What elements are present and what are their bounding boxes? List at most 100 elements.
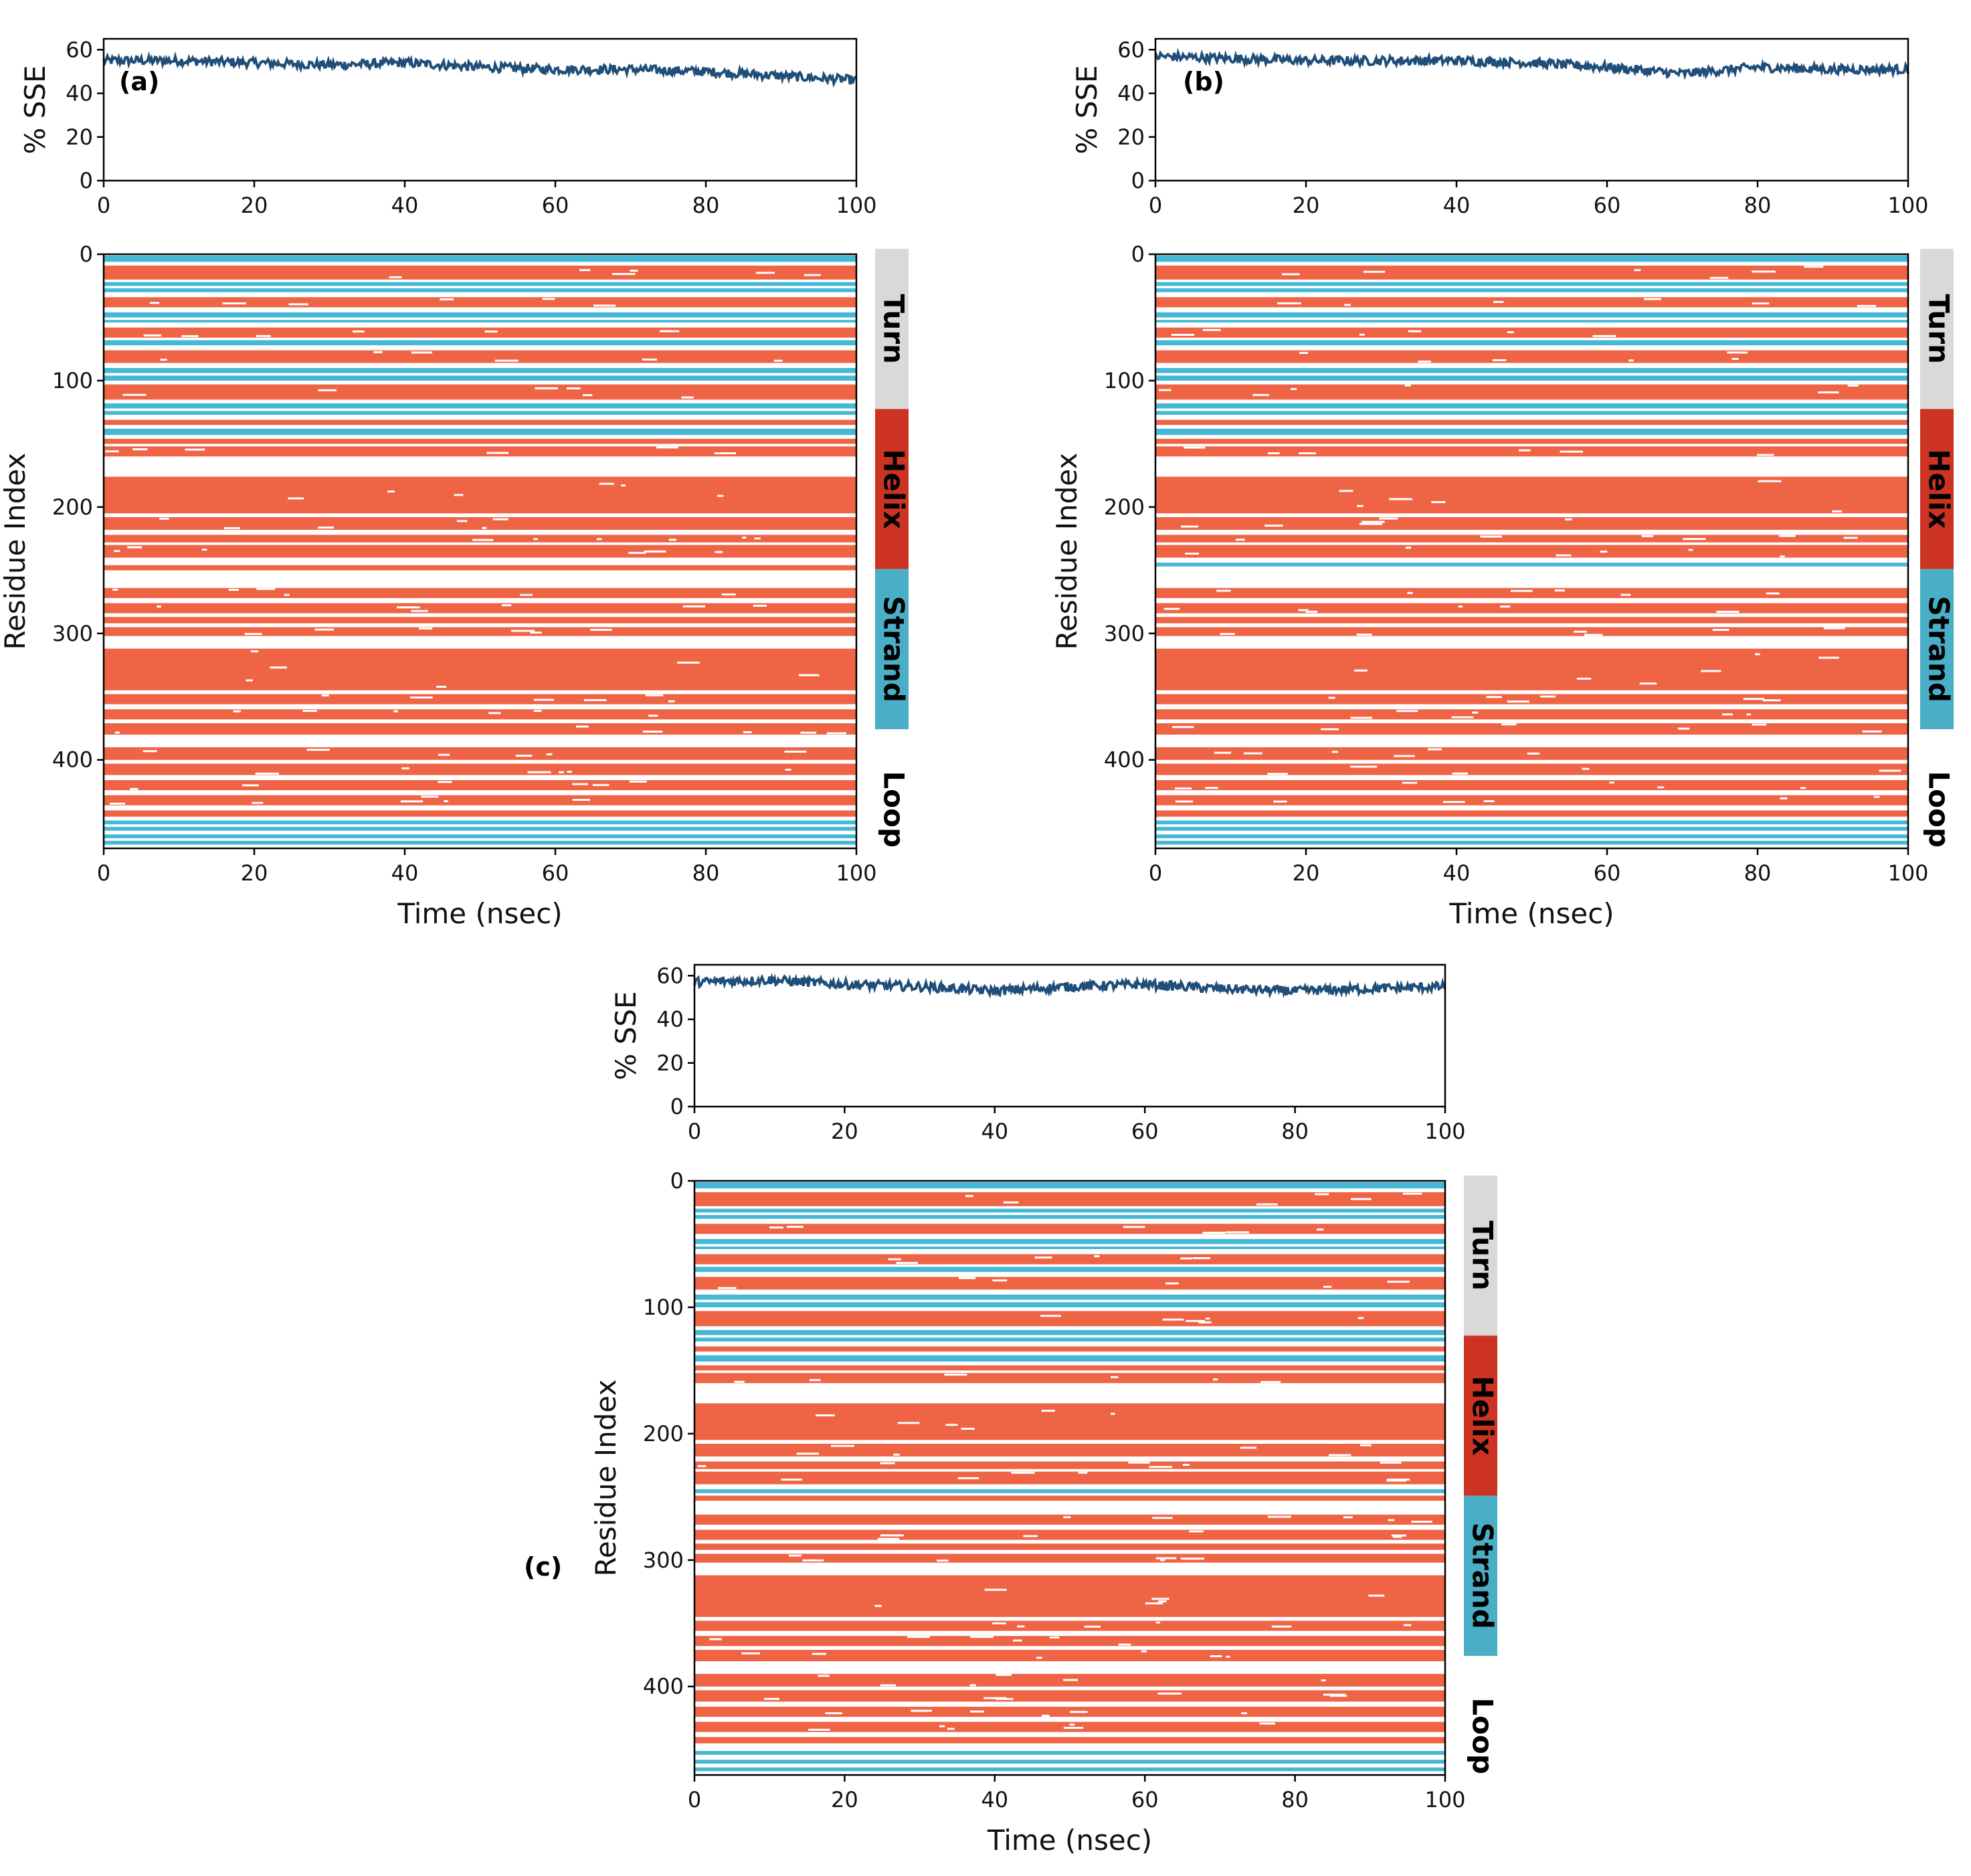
heatmap-gap xyxy=(1407,591,1413,594)
heatmap-gap xyxy=(798,674,820,676)
heatmap-gap xyxy=(1731,358,1739,360)
heatmap-gap xyxy=(630,270,638,272)
heatmap-gap xyxy=(1070,1711,1088,1713)
heatmap-gap xyxy=(1155,1557,1177,1560)
heatmap-gap xyxy=(1418,360,1431,363)
heatmap-band-helix xyxy=(104,476,856,514)
heatmap-gap xyxy=(1321,1679,1326,1682)
heatmap-gap xyxy=(715,551,723,553)
heatmap-gap xyxy=(411,351,432,354)
heatmap-gap xyxy=(992,1279,1008,1282)
heatmap-band-helix xyxy=(1155,709,1908,720)
heatmap-gap xyxy=(1118,1643,1131,1646)
sse-x-tick-label: 40 xyxy=(391,193,419,218)
heatmap-gap xyxy=(1600,551,1608,553)
heatmap-gap xyxy=(1182,1464,1190,1466)
sse-y-tick-label: 40 xyxy=(656,1007,684,1032)
heatmap-gap xyxy=(1818,391,1839,393)
heatmap-gap xyxy=(393,710,398,713)
heatmap-x-tick-label: 20 xyxy=(1293,860,1320,886)
heatmap-gap xyxy=(1554,589,1565,592)
heatmap-gap xyxy=(1404,1624,1412,1626)
heatmap-band-helix xyxy=(104,617,856,624)
heatmap-gap xyxy=(572,783,588,785)
heatmap-band-helix xyxy=(694,1346,1445,1352)
heatmap-gap xyxy=(1752,723,1766,726)
heatmap-gap xyxy=(784,751,807,753)
heatmap-gap xyxy=(1701,670,1721,672)
heatmap-band-helix xyxy=(104,266,856,280)
heatmap-gap xyxy=(743,731,752,733)
heatmap-gap xyxy=(1344,304,1351,306)
heatmap-band-helix xyxy=(1155,627,1908,636)
heatmap-gap xyxy=(122,393,147,396)
heatmap-gap xyxy=(501,604,512,607)
heatmap-gap xyxy=(1158,389,1171,391)
heatmap-gap xyxy=(697,1465,707,1467)
heatmap-gap xyxy=(1267,773,1288,775)
heatmap-y-tick-label: 300 xyxy=(1104,621,1145,646)
heatmap-band-strand xyxy=(104,368,856,373)
heatmap-band-helix xyxy=(1155,266,1908,280)
heatmap-x-tick-label: 40 xyxy=(981,1787,1008,1812)
heatmap-gap xyxy=(579,269,591,272)
heatmap-band-strand xyxy=(694,1751,1445,1755)
heatmap-gap xyxy=(897,1422,920,1424)
heatmap-band-helix xyxy=(1155,780,1908,791)
heatmap-gap xyxy=(454,494,464,496)
heatmap-band-helix xyxy=(694,1543,1445,1550)
sse-y-axis-label: % SSE xyxy=(1070,65,1103,154)
heatmap-gap xyxy=(1271,1625,1292,1628)
heatmap-gap xyxy=(1323,1285,1332,1288)
heatmap-y-axis-label: Residue Index xyxy=(589,1380,622,1577)
heatmap-gap xyxy=(244,633,262,636)
heatmap-gap xyxy=(831,1444,854,1447)
heatmap-gap xyxy=(800,731,817,734)
heatmap-gap xyxy=(306,749,330,751)
heatmap-gap xyxy=(1252,393,1269,396)
heatmap-x-tick-label: 80 xyxy=(1744,860,1772,886)
heatmap-gap xyxy=(992,1622,1006,1624)
heatmap-band-helix xyxy=(104,810,856,817)
heatmap-band-strand xyxy=(1155,826,1908,831)
heatmap-gap xyxy=(1804,266,1824,268)
heatmap-gap xyxy=(567,771,572,773)
heatmap-gap xyxy=(957,1477,979,1479)
heatmap-gap xyxy=(1205,1317,1210,1320)
heatmap-gap xyxy=(984,1588,1007,1591)
heatmap-y-tick-label: 400 xyxy=(643,1674,684,1699)
heatmap-band-strand xyxy=(1155,288,1908,292)
heatmap-gap xyxy=(472,539,494,541)
sse-x-tick-label: 100 xyxy=(1424,1119,1465,1144)
heatmap-gap xyxy=(1329,1695,1347,1697)
heatmap-gap xyxy=(709,1638,723,1640)
legend-swatch-strand xyxy=(875,569,909,729)
heatmap-gap xyxy=(456,520,468,523)
heatmap-gap xyxy=(444,800,448,802)
sse-x-tick-label: 40 xyxy=(1443,193,1471,218)
heatmap-band-helix xyxy=(104,535,856,543)
heatmap-band-helix xyxy=(1155,384,1908,400)
heatmap-gap xyxy=(1185,553,1199,555)
heatmap-gap xyxy=(896,1262,918,1264)
heatmap-band-helix xyxy=(1155,350,1908,363)
heatmap-gap xyxy=(1576,678,1592,680)
heatmap-gap xyxy=(387,490,395,493)
legend-label-loop: Loop xyxy=(1467,1697,1499,1774)
heatmap-gap xyxy=(1657,786,1665,789)
heatmap-gap xyxy=(1343,1516,1353,1519)
heatmap-gap xyxy=(114,550,120,553)
heatmap-gap xyxy=(321,694,329,696)
heatmap-gap xyxy=(314,628,334,631)
heatmap-gap xyxy=(1063,1516,1071,1519)
heatmap-gap xyxy=(1402,1192,1422,1195)
legend-label-helix: Helix xyxy=(1467,1376,1499,1456)
heatmap-gap xyxy=(802,1559,824,1562)
heatmap-gap xyxy=(1321,728,1339,731)
heatmap-gap xyxy=(682,605,706,607)
heatmap-band-helix xyxy=(694,1311,1445,1327)
heatmap-gap xyxy=(1574,630,1587,633)
heatmap-gap xyxy=(1391,1534,1406,1537)
heatmap-band-helix xyxy=(694,1224,1445,1234)
